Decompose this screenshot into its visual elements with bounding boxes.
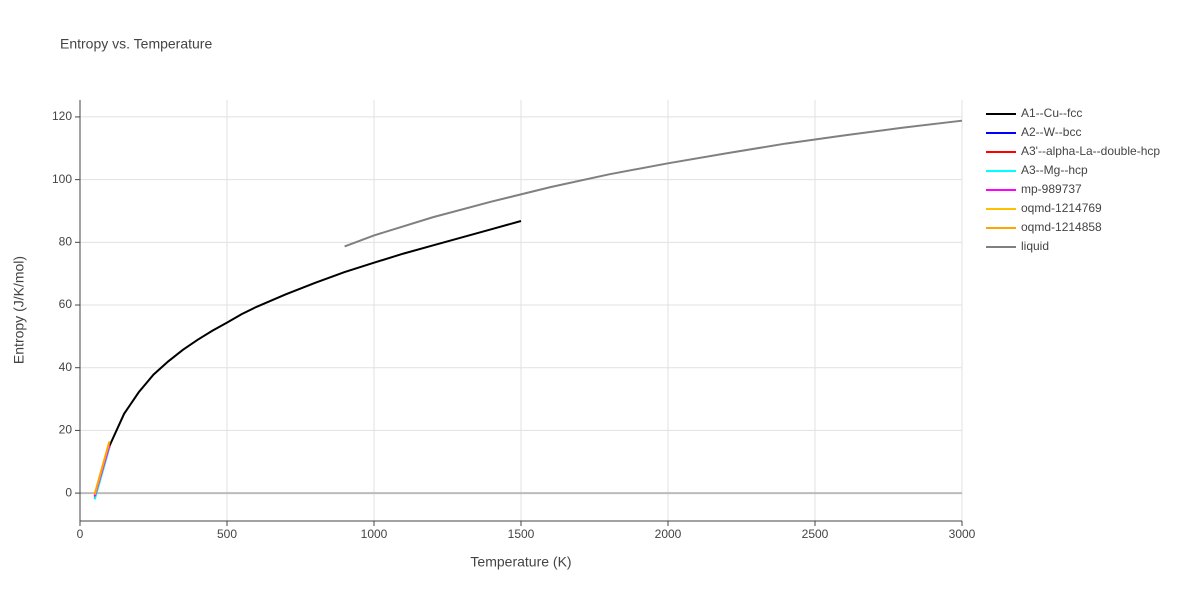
x-tick-label: 1000 [361,527,388,541]
legend-label: A3--Mg--hcp [1021,163,1088,177]
x-tick-label: 1500 [508,527,535,541]
y-tick-label: 80 [59,234,73,248]
x-tick-label: 0 [77,527,84,541]
x-axis-title: Temperature (K) [470,554,571,570]
y-tick-label: 20 [59,423,73,437]
x-tick-label: 500 [217,527,237,541]
y-tick-label: 60 [59,297,73,311]
legend-label: mp-989737 [1021,182,1082,196]
legend-label: oqmd-1214769 [1021,201,1102,215]
y-axis-title: Entropy (J/K/mol) [11,256,27,364]
chart-title: Entropy vs. Temperature [60,36,212,52]
series-line [93,441,111,495]
y-tick-label: 100 [52,172,72,186]
x-tick-label: 2000 [655,527,682,541]
series-line [93,220,522,497]
legend-label: oqmd-1214858 [1021,220,1102,234]
y-tick-label: 120 [52,109,72,123]
x-tick-label: 3000 [949,527,976,541]
legend-label: A2--W--bcc [1021,125,1081,139]
legend-label: A1--Cu--fcc [1021,106,1082,120]
y-tick-label: 40 [59,360,73,374]
legend-label: A3'--alpha-La--double-hcp [1021,144,1160,158]
y-tick-label: 0 [65,485,72,499]
x-tick-label: 2500 [802,527,829,541]
legend-label: liquid [1021,239,1049,253]
series-line [344,119,963,248]
